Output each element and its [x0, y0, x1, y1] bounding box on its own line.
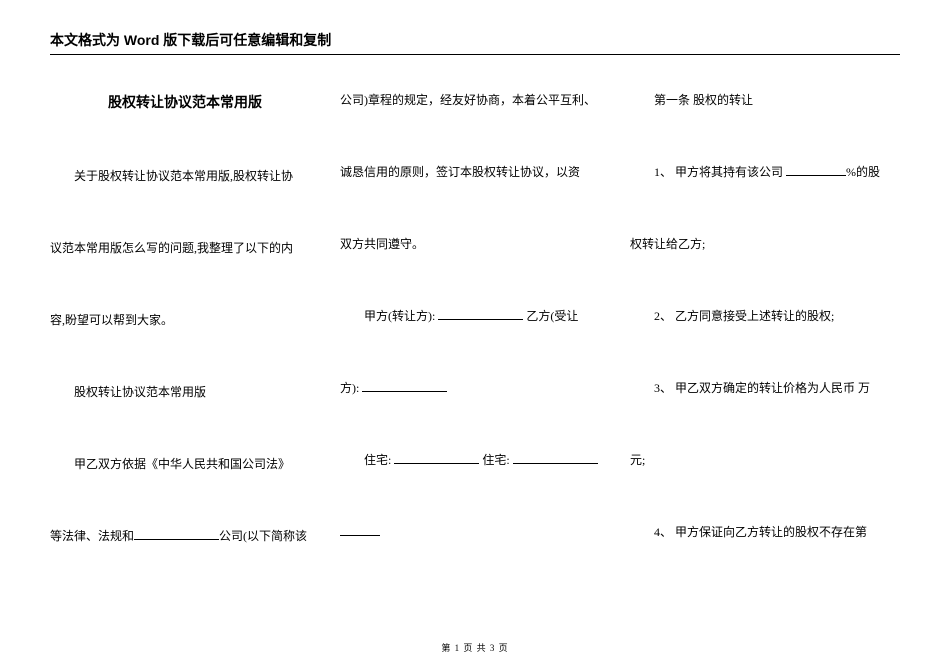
- blank-percent: [786, 164, 846, 176]
- c2-p4-a: 甲方(转让方):: [364, 309, 435, 323]
- c2-p7: [340, 520, 610, 544]
- c3-p7: 4、 甲方保证向乙方转让的股权不存在第: [630, 520, 900, 544]
- c3-p6: 元;: [630, 448, 900, 472]
- c2-p2: 诚恳信用的原则，签订本股权转让协议，以资: [340, 160, 610, 184]
- c3-p1: 第一条 股权的转让: [630, 88, 900, 112]
- blank-addr-a: [394, 452, 479, 464]
- footer-prefix: 第: [441, 643, 454, 653]
- footer-mid: 页 共: [460, 643, 490, 653]
- column-3: 第一条 股权的转让 1、 甲方将其持有该公司 %的股 权转让给乙方; 2、 乙方…: [630, 80, 900, 625]
- blank-party-b: [362, 380, 447, 392]
- page-footer: 第 1 页 共 3 页: [0, 641, 950, 654]
- c1-p1: 关于股权转让协议范本常用版,股权转让协: [50, 164, 320, 188]
- blank-company: [134, 528, 219, 540]
- c2-p6-b: 住宅:: [482, 453, 509, 467]
- c3-p2-a: 1、 甲方将其持有该公司: [654, 165, 783, 179]
- c2-p5: 方):: [340, 376, 610, 400]
- c2-p6-a: 住宅:: [364, 453, 391, 467]
- c1-p3: 容,盼望可以帮到大家。: [50, 308, 320, 332]
- header-notice: 本文格式为 Word 版下载后可任意编辑和复制: [50, 30, 900, 55]
- c3-p2: 1、 甲方将其持有该公司 %的股: [630, 160, 900, 184]
- column-2: 公司)章程的规定，经友好协商，本着公平互利、 诚恳信用的原则，签订本股权转让协议…: [340, 80, 610, 625]
- c3-p3: 权转让给乙方;: [630, 232, 900, 256]
- c2-p5-a: 方):: [340, 381, 359, 395]
- blank-addr-cont: [340, 524, 380, 536]
- c1-p2: 议范本常用版怎么写的问题,我整理了以下的内: [50, 236, 320, 260]
- c1-p4: 股权转让协议范本常用版: [50, 380, 320, 404]
- c2-p1: 公司)章程的规定，经友好协商，本着公平互利、: [340, 88, 610, 112]
- three-column-body: 股权转让协议范本常用版 关于股权转让协议范本常用版,股权转让协 议范本常用版怎么…: [50, 80, 900, 625]
- c3-p4: 2、 乙方同意接受上述转让的股权;: [630, 304, 900, 328]
- c1-p6-a: 等法律、法规和: [50, 529, 134, 543]
- c3-p2-b: %的股: [846, 165, 880, 179]
- c1-p6-b: 公司(以下简称该: [219, 529, 307, 543]
- blank-party-a: [438, 308, 523, 320]
- footer-suffix: 页: [495, 643, 508, 653]
- c1-p6: 等法律、法规和 公司(以下简称该: [50, 524, 320, 548]
- c2-p4: 甲方(转让方): 乙方(受让: [340, 304, 610, 328]
- c3-p5: 3、 甲乙双方确定的转让价格为人民币 万: [630, 376, 900, 400]
- doc-title: 股权转让协议范本常用版: [50, 88, 320, 116]
- c2-p4-b: 乙方(受让: [526, 309, 578, 323]
- c2-p3: 双方共同遵守。: [340, 232, 610, 256]
- c1-p5: 甲乙双方依据《中华人民共和国公司法》: [50, 452, 320, 476]
- blank-addr-b: [513, 452, 598, 464]
- c1-p5-text: 甲乙双方依据《中华人民共和国公司法》: [74, 457, 290, 471]
- c2-p6: 住宅: 住宅:: [340, 448, 610, 472]
- column-1: 股权转让协议范本常用版 关于股权转让协议范本常用版,股权转让协 议范本常用版怎么…: [50, 80, 320, 625]
